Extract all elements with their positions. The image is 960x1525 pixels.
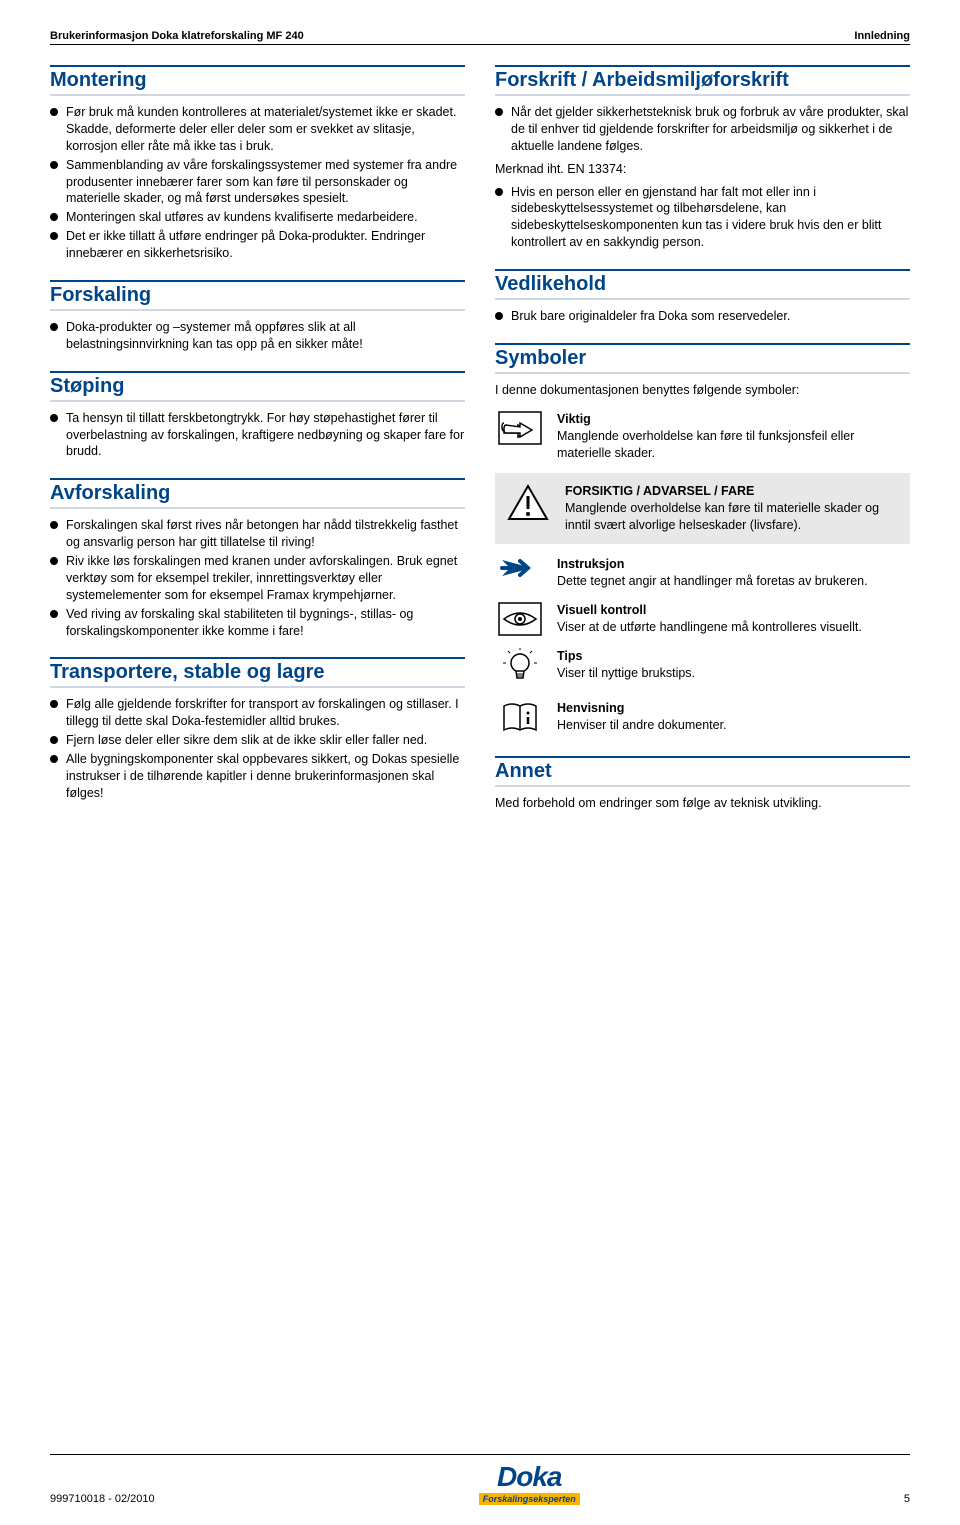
list-item: Når det gjelder sikkerhetsteknisk bruk o…	[495, 104, 910, 155]
section-symboler: Symboler	[495, 343, 910, 374]
symboler-intro: I denne dokumentasjonen benyttes følgend…	[495, 382, 910, 399]
symbol-body: Henviser til andre dokumenter.	[557, 718, 727, 732]
symbol-title: Instruksjon	[557, 556, 910, 573]
list-item: Det er ikke tillatt å utføre endringer p…	[50, 228, 465, 262]
symbol-body: Manglende overholdelse kan føre til funk…	[557, 429, 854, 460]
footer-page-number: 5	[904, 1493, 910, 1505]
eye-icon	[495, 602, 545, 636]
left-column: Montering Før bruk må kunden kontrollere…	[50, 65, 465, 816]
symbol-tips: Tips Viser til nyttige brukstips.	[495, 648, 910, 688]
section-forskrift: Forskrift / Arbeidsmiljøforskrift	[495, 65, 910, 96]
symbol-body: Manglende overholdelse kan føre til mate…	[565, 501, 879, 532]
logo-tagline: Forskalingseksperten	[479, 1493, 580, 1505]
symbol-text: Tips Viser til nyttige brukstips.	[557, 648, 910, 682]
symbol-title: Viktig	[557, 411, 910, 428]
symbol-body: Viser at de utførte handlingene må kontr…	[557, 620, 862, 634]
section-montering: Montering	[50, 65, 465, 96]
avforskaling-list: Forskalingen skal først rives når betong…	[50, 517, 465, 639]
symbol-visuell: Visuell kontroll Viser at de utførte han…	[495, 602, 910, 636]
hand-point-icon	[495, 411, 545, 445]
merknad-label: Merknad iht. EN 13374:	[495, 161, 910, 178]
section-forskaling: Forskaling	[50, 280, 465, 311]
symbol-title: Henvisning	[557, 700, 910, 717]
symbol-title: Visuell kontroll	[557, 602, 910, 619]
montering-list: Før bruk må kunden kontrolleres at mater…	[50, 104, 465, 262]
list-item: Bruk bare originaldeler fra Doka som res…	[495, 308, 910, 325]
vedlikehold-list: Bruk bare originaldeler fra Doka som res…	[495, 308, 910, 325]
section-stoping: Støping	[50, 371, 465, 402]
list-item: Ta hensyn til tillatt ferskbetongtrykk. …	[50, 410, 465, 461]
symbol-text: FORSIKTIG / ADVARSEL / FARE Manglende ov…	[565, 483, 902, 534]
page-header: Brukerinformasjon Doka klatreforskaling …	[50, 30, 910, 42]
warning-triangle-icon	[503, 483, 553, 523]
book-info-icon	[495, 700, 545, 738]
logo-brand: Doka	[479, 1461, 580, 1493]
symbol-body: Viser til nyttige brukstips.	[557, 666, 695, 680]
footer-row: 999710018 - 02/2010 Doka Forskalingseksp…	[50, 1461, 910, 1505]
symbol-text: Viktig Manglende overholdelse kan føre t…	[557, 411, 910, 462]
symbol-text: Instruksjon Dette tegnet angir at handli…	[557, 556, 910, 590]
symbol-body: Dette tegnet angir at handlinger må fore…	[557, 574, 868, 588]
list-item: Sammenblanding av våre forskalingssystem…	[50, 157, 465, 208]
merknad-list: Hvis en person eller en gjenstand har fa…	[495, 184, 910, 252]
stoping-list: Ta hensyn til tillatt ferskbetongtrykk. …	[50, 410, 465, 461]
symbol-fare: FORSIKTIG / ADVARSEL / FARE Manglende ov…	[495, 473, 910, 544]
content-columns: Montering Før bruk må kunden kontrollere…	[50, 65, 910, 816]
symbol-title: FORSIKTIG / ADVARSEL / FARE	[565, 483, 902, 500]
symbol-text: Visuell kontroll Viser at de utførte han…	[557, 602, 910, 636]
list-item: Før bruk må kunden kontrolleres at mater…	[50, 104, 465, 155]
list-item: Forskalingen skal først rives når betong…	[50, 517, 465, 551]
forskrift-list: Når det gjelder sikkerhetsteknisk bruk o…	[495, 104, 910, 155]
page-footer: 999710018 - 02/2010 Doka Forskalingseksp…	[50, 1454, 910, 1505]
annet-body: Med forbehold om endringer som følge av …	[495, 795, 910, 812]
header-left: Brukerinformasjon Doka klatreforskaling …	[50, 30, 304, 42]
section-transport: Transportere, stable og lagre	[50, 657, 465, 688]
symbol-text: Henvisning Henviser til andre dokumenter…	[557, 700, 910, 734]
footer-rule	[50, 1454, 910, 1455]
symbol-henvisning: Henvisning Henviser til andre dokumenter…	[495, 700, 910, 738]
header-right: Innledning	[854, 30, 910, 42]
section-vedlikehold: Vedlikehold	[495, 269, 910, 300]
section-avforskaling: Avforskaling	[50, 478, 465, 509]
right-column: Forskrift / Arbeidsmiljøforskrift Når de…	[495, 65, 910, 816]
symbol-instruksjon: Instruksjon Dette tegnet angir at handli…	[495, 556, 910, 590]
list-item: Ved riving av forskaling skal stabilitet…	[50, 606, 465, 640]
list-item: Alle bygningskomponenter skal oppbevares…	[50, 751, 465, 802]
arrow-right-icon	[495, 556, 545, 580]
list-item: Doka-produkter og –systemer må oppføres …	[50, 319, 465, 353]
symbol-title: Tips	[557, 648, 910, 665]
list-item: Riv ikke løs forskalingen med kranen und…	[50, 553, 465, 604]
forskaling-list: Doka-produkter og –systemer må oppføres …	[50, 319, 465, 353]
list-item: Følg alle gjeldende forskrifter for tran…	[50, 696, 465, 730]
symbol-viktig: Viktig Manglende overholdelse kan føre t…	[495, 411, 910, 462]
lightbulb-icon	[495, 648, 545, 688]
list-item: Monteringen skal utføres av kundens kval…	[50, 209, 465, 226]
list-item: Fjern løse deler eller sikre dem slik at…	[50, 732, 465, 749]
list-item: Hvis en person eller en gjenstand har fa…	[495, 184, 910, 252]
header-rule	[50, 44, 910, 45]
transport-list: Følg alle gjeldende forskrifter for tran…	[50, 696, 465, 801]
footer-docid: 999710018 - 02/2010	[50, 1493, 155, 1505]
page: Brukerinformasjon Doka klatreforskaling …	[0, 0, 960, 1525]
doka-logo: Doka Forskalingseksperten	[479, 1461, 580, 1505]
section-annet: Annet	[495, 756, 910, 787]
